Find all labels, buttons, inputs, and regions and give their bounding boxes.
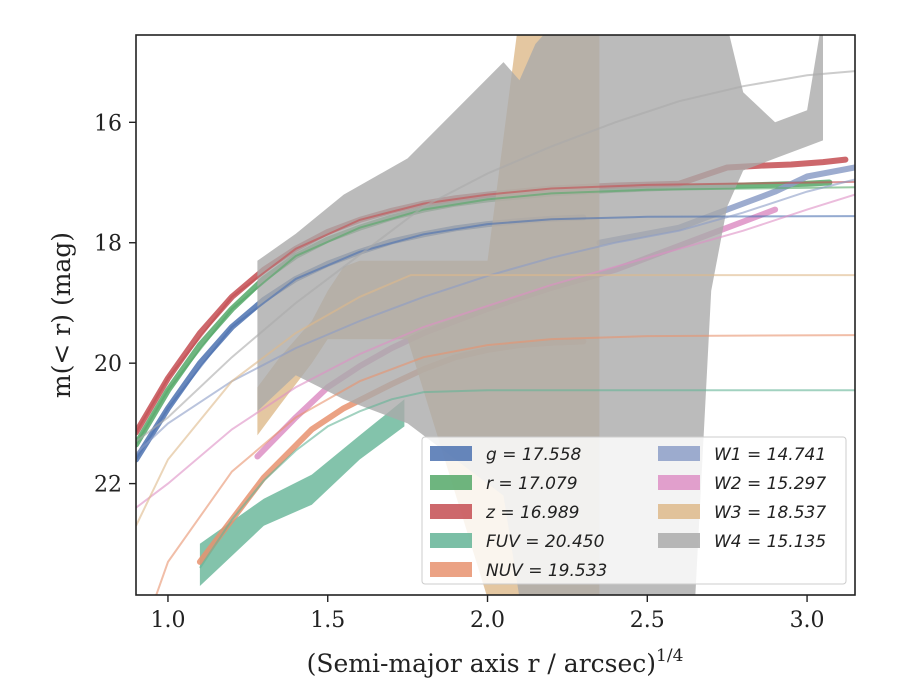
x-axis-label: (Semi-major axis r / arcsec)1/4 — [307, 646, 684, 678]
model-g — [136, 215, 855, 461]
legend: g = 17.558 r = 17.079 z = 16.989 FUV = 20.4… — [421, 436, 847, 585]
x-tick-label: 3.0 — [790, 608, 825, 633]
y-tick-label: 22 — [94, 473, 122, 498]
legend-label-W2: W2 = 15.297 — [714, 474, 826, 494]
model-W4 — [136, 70, 855, 443]
legend-swatch-FUV — [430, 533, 472, 548]
legend-swatch-W2 — [658, 475, 700, 490]
legend-label-W3: W3 = 18.537 — [714, 503, 826, 523]
x-axis-ticks: 1.0 1.5 2.0 2.5 3.0 — [150, 595, 825, 633]
model-W3 — [136, 274, 855, 527]
legend-label-FUV: FUV = 20.450 — [486, 532, 604, 552]
legend-label-g: g = 17.558 — [486, 445, 582, 465]
legend-swatch-z — [430, 504, 472, 519]
x-axis-label-text: (Semi-major axis r / arcsec) — [307, 649, 656, 678]
model-r — [136, 186, 855, 446]
legend-label-z: z = 16.989 — [485, 503, 579, 523]
legend-swatch-r — [430, 475, 472, 490]
legend-label-NUV: NUV = 19.533 — [486, 561, 607, 581]
y-axis-ticks: 16 18 20 22 — [94, 111, 136, 498]
x-tick-label: 2.5 — [630, 608, 665, 633]
x-tick-label: 2.0 — [470, 608, 505, 633]
legend-label-r: r = 17.079 — [486, 474, 578, 494]
legend-label-W1: W1 = 14.741 — [714, 445, 826, 465]
y-tick-label: 16 — [94, 111, 122, 136]
model-curves — [136, 70, 855, 595]
legend-label-W4: W4 = 15.135 — [714, 532, 826, 552]
model-W2 — [136, 193, 855, 509]
y-tick-label: 18 — [94, 232, 122, 257]
model-z — [136, 180, 855, 433]
x-tick-label: 1.0 — [150, 608, 185, 633]
model-FUV — [199, 389, 855, 569]
legend-swatch-g — [430, 446, 472, 461]
model-NUV — [155, 334, 855, 595]
legend-swatch-W1 — [658, 446, 700, 461]
band-FUV — [199, 399, 405, 586]
y-tick-label: 20 — [94, 352, 122, 377]
legend-swatch-NUV — [430, 562, 472, 577]
legend-swatch-W3 — [658, 504, 700, 519]
plot-frame — [135, 34, 856, 596]
legend-swatch-W4 — [658, 533, 700, 548]
x-axis-label-exponent: 1/4 — [656, 646, 683, 666]
legend-box — [421, 436, 847, 585]
x-tick-label: 1.5 — [310, 608, 345, 633]
y-axis-label: m(< r) (mag) — [47, 232, 76, 398]
